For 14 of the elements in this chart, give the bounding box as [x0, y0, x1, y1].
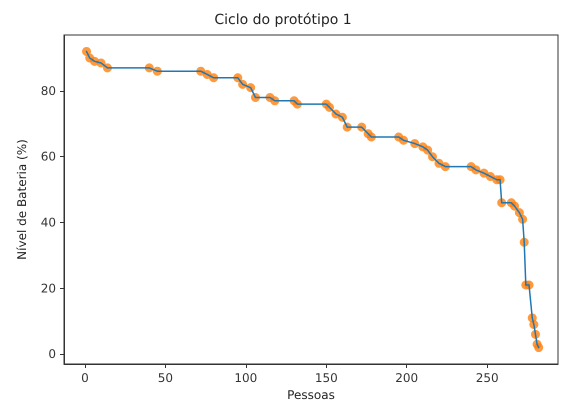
- x-tick-label: 150: [314, 371, 338, 385]
- y-tick-label: 20: [40, 281, 56, 296]
- chart-title: Ciclo do protótipo 1: [214, 12, 352, 28]
- y-tick-label: 60: [40, 150, 56, 164]
- x-tick-label: 250: [476, 371, 499, 385]
- x-tick-label: 200: [395, 371, 418, 385]
- x-tick-label: 100: [234, 371, 258, 385]
- x-tick-label: 50: [158, 371, 174, 385]
- y-tick-label: 40: [40, 216, 56, 230]
- y-tick-label: 80: [40, 84, 56, 98]
- y-tick-label: 0: [48, 347, 56, 362]
- x-tick-label: 0: [81, 371, 89, 385]
- y-axis-title: Nível de Bateria (%): [15, 139, 29, 260]
- x-axis-title: Pessoas: [287, 388, 335, 402]
